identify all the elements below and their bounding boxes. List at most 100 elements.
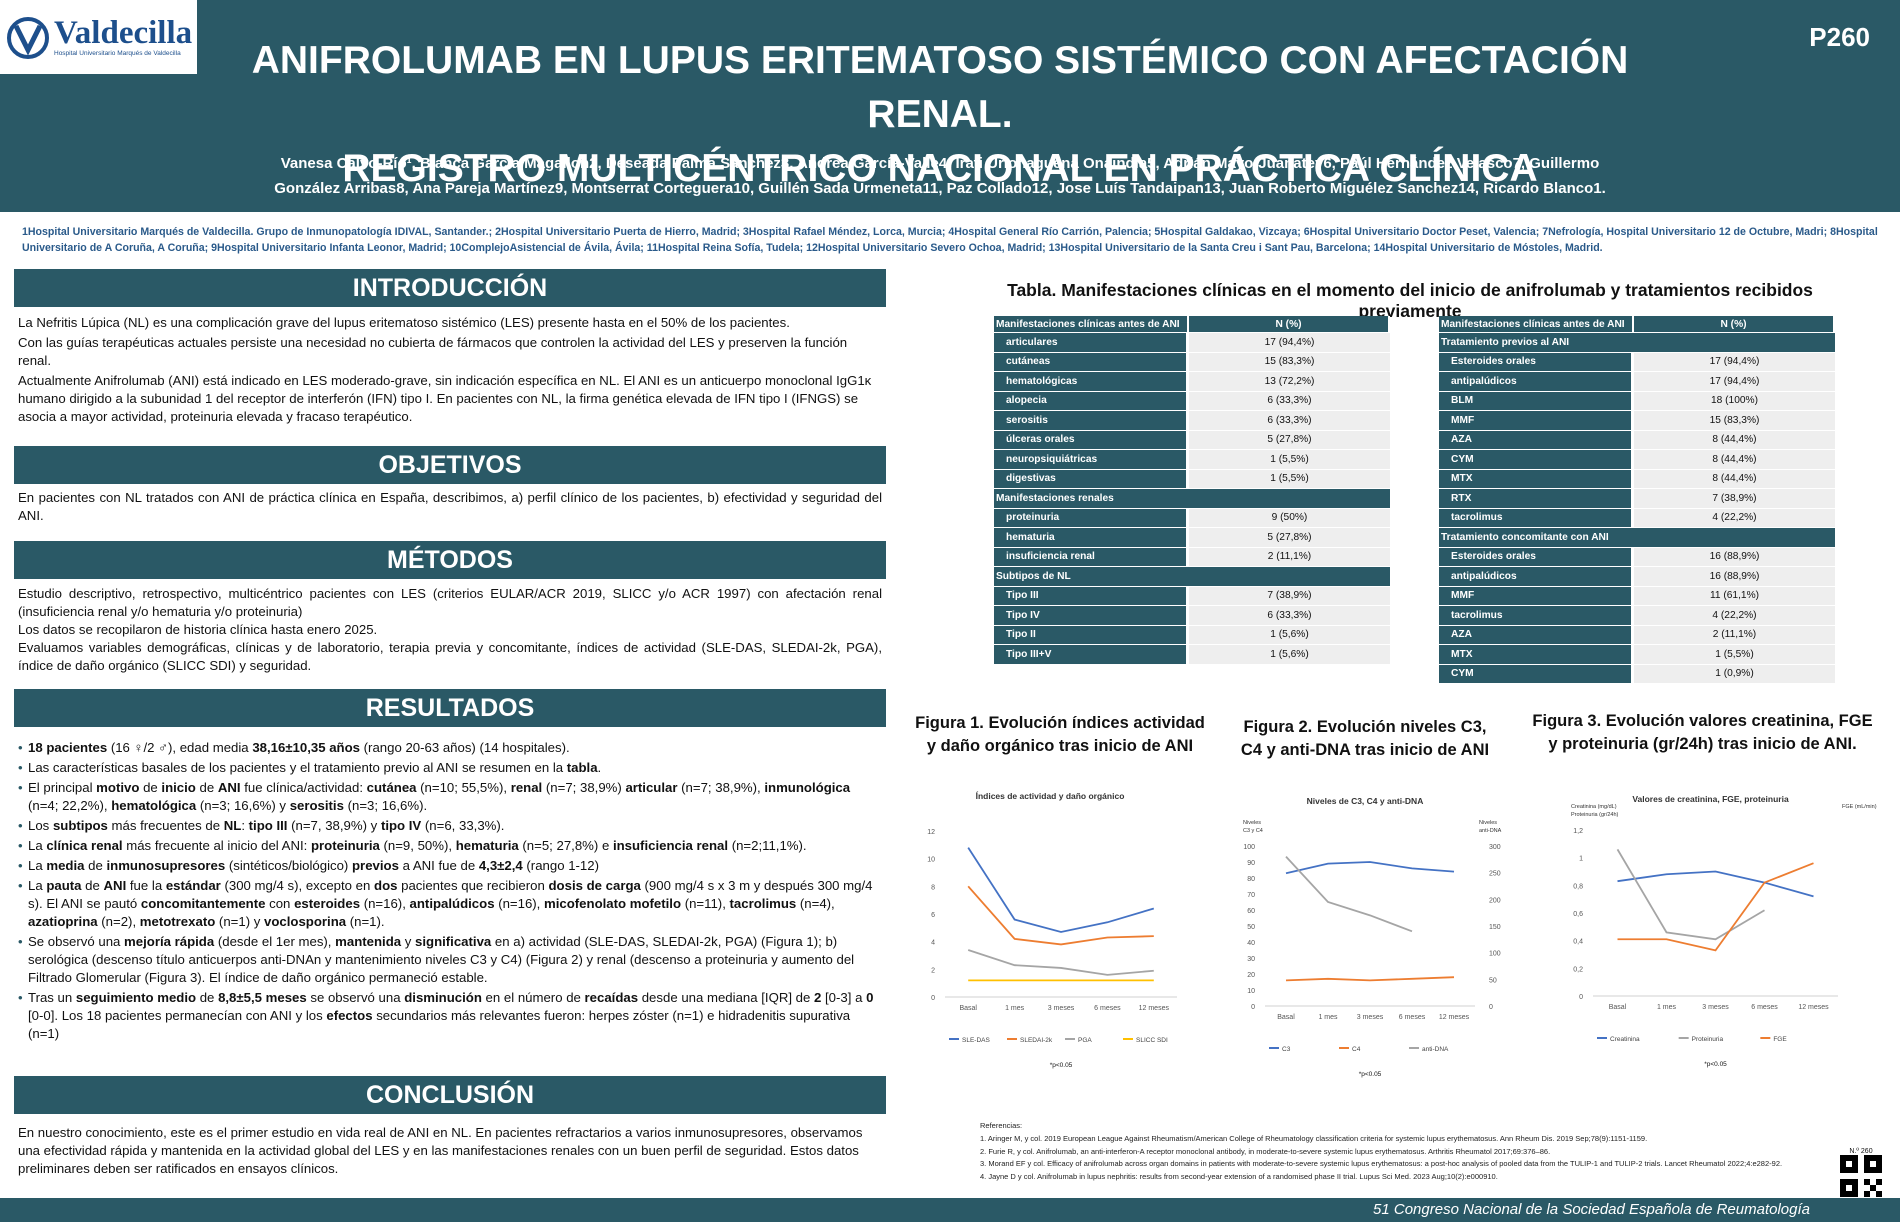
table-cell-value: 13 (72,2%): [1189, 372, 1390, 391]
x-tick-label: 3 meses: [1048, 1005, 1075, 1012]
table-cell-label: hematuria: [994, 528, 1189, 547]
y-tick-label: 0: [1579, 994, 1583, 1001]
table-row: Subtipos de NL: [994, 567, 1390, 586]
table-row: úlceras orales 5 (27,8%): [994, 430, 1390, 449]
y-tick-label: 1,2: [1573, 828, 1583, 835]
y-tick-label: 50: [1247, 924, 1255, 931]
intro-heading: INTRODUCCIÓN: [14, 269, 886, 307]
legend-label: SLICC SDI: [1136, 1037, 1168, 1044]
y-tick-label: 10: [1247, 988, 1255, 995]
table-cell-value: 1 (0,9%): [1634, 664, 1835, 683]
objetivos-paragraph: En pacientes con NL tratados con ANI de …: [18, 490, 882, 523]
table-row: proteinuria 9 (50%): [994, 508, 1390, 527]
result-item: La pauta de ANI fue la estándar (300 mg/…: [18, 877, 882, 931]
table-cell-label: Tipo III+V: [994, 645, 1189, 664]
table-cell-value: 7 (38,9%): [1189, 586, 1390, 605]
result-item: Tras un seguimiento medio de 8,8±5,5 mes…: [18, 989, 882, 1043]
y-tick-label: 12: [927, 829, 935, 836]
treatment-table: Manifestaciones clínicas antes de ANI N (…: [1439, 315, 1835, 684]
table-cell-label: digestivas: [994, 469, 1189, 488]
y-right-tick-label: 200: [1489, 897, 1501, 904]
table-cell-value: 6 (33,3%): [1189, 391, 1390, 410]
table-cell-label: MTX: [1439, 645, 1634, 664]
table-cell-label: CYM: [1439, 450, 1634, 469]
reference-item: 2. Furie R, y col. Anifrolumab, an anti-…: [980, 1146, 1551, 1156]
x-tick-label: 6 meses: [1399, 1014, 1426, 1021]
table-cell-label: Esteroides orales: [1439, 352, 1634, 371]
table-cell-value: 1 (5,5%): [1189, 450, 1390, 469]
table-cell-label: articulares: [994, 333, 1189, 352]
figure-1-title-line: y daño orgánico tras inicio de ANI: [926, 737, 1194, 755]
table-cell-value: 17 (94,4%): [1634, 352, 1835, 371]
figure-3-title-line: y proteinuria (gr/24h) tras inicio de AN…: [1548, 735, 1857, 753]
y-tick-label: 0,6: [1573, 911, 1583, 918]
table-row: neuropsiquiátricas 1 (5,5%): [994, 450, 1390, 469]
y-tick-label: 8: [931, 884, 935, 891]
table-cell-label: neuropsiquiátricas: [994, 450, 1189, 469]
result-item: La media de inmunosupresores (sintéticos…: [18, 857, 882, 875]
y-tick-label: 2: [931, 967, 935, 974]
result-item: Las características basales de los pacie…: [18, 759, 882, 777]
table-cell-label: RTX: [1439, 489, 1634, 508]
table-cell-value: 5 (27,8%): [1189, 430, 1390, 449]
table-cell-value: 8 (44,4%): [1634, 450, 1835, 469]
table-cell-label: BLM: [1439, 391, 1634, 410]
result-item: Se observó una mejoría rápida (desde el …: [18, 933, 882, 987]
y-tick-label: 0,2: [1573, 966, 1583, 973]
legend-label: FGE: [1773, 1036, 1787, 1043]
table-cell-label: proteinuria: [994, 508, 1189, 527]
y-tick-label: 0,8: [1573, 883, 1583, 890]
series-line-fge: [1617, 862, 1814, 952]
table-row: Esteroides orales 16 (88,9%): [1439, 547, 1835, 566]
table-cell-value: 11 (61,1%): [1634, 586, 1835, 605]
y-tick-label: 1: [1579, 856, 1583, 863]
x-tick-label: 12 meses: [1798, 1004, 1829, 1011]
table-cell-value: 17 (94,4%): [1189, 333, 1390, 352]
table-cell-value: 15 (83,3%): [1189, 352, 1390, 371]
table-row: tacrolimus 4 (22,2%): [1439, 606, 1835, 625]
reference-item: 3. Morand EF y col. Efficacy of anifrolu…: [980, 1159, 1783, 1169]
chart-annotation: *p<0.05: [1359, 1071, 1382, 1078]
figure-3-title-line: Figura 3. Evolución valores creatinina, …: [1532, 712, 1873, 730]
y-tick-label: 20: [1247, 972, 1255, 979]
table-cell-label: AZA: [1439, 430, 1634, 449]
chart-complement-anti-dna: Niveles de C3, C4 y anti-DNA 0 10 20 30 40 50 6…: [1243, 796, 1502, 1078]
series-line-creatinina: [1617, 870, 1814, 898]
table-cell-label: hematológicas: [994, 372, 1189, 391]
x-tick-label: 3 meses: [1357, 1014, 1384, 1021]
x-tick-label: 6 meses: [1094, 1005, 1121, 1012]
figure-2-title-line: C4 y anti-DNA tras inicio de ANI: [1240, 741, 1490, 759]
legend-label: C4: [1352, 1046, 1361, 1053]
table-cell-value: 16 (88,9%): [1634, 547, 1835, 566]
y-tick-label: 90: [1247, 860, 1255, 867]
references: Referencias: 1. Aringer M, y col. 2019 E…: [980, 1120, 1850, 1184]
chart-renal-values: Valores de creatinina, FGE, proteinuria 0…: [1571, 794, 1877, 1068]
intro-body: La Nefritis Lúpica (NL) es una complicac…: [18, 314, 882, 428]
table-row: Tipo IV 6 (33,3%): [994, 606, 1390, 625]
table-cell-value: 6 (33,3%): [1189, 606, 1390, 625]
table-row: serositis 6 (33,3%): [994, 411, 1390, 430]
y-axis-label: C3 y C4: [1243, 828, 1263, 834]
figure-3-title: Figura 3. Evolución valores creatinina, …: [1525, 710, 1880, 756]
chart-annotation: *p<0.05: [1050, 1062, 1073, 1069]
result-item: Los subtipos más frecuentes de NL: tipo …: [18, 817, 882, 835]
table-row: tacrolimus 4 (22,2%): [1439, 508, 1835, 527]
table-row: digestivas 1 (5,5%): [994, 469, 1390, 488]
table-row: BLM 18 (100%): [1439, 391, 1835, 410]
poster-number: P260: [1809, 22, 1870, 52]
x-tick-label: 1 mes: [1005, 1005, 1025, 1012]
table-row: Manifestaciones renales: [994, 489, 1390, 508]
table-cell-label: MMF: [1439, 586, 1634, 605]
qr-label: N.º 260: [1849, 1148, 1873, 1155]
table-row: Tipo II 1 (5,6%): [994, 625, 1390, 644]
table-row: Tratamiento previos al ANI: [1439, 333, 1835, 352]
y-tick-label: 100: [1243, 844, 1255, 851]
intro-paragraph: Con las guías terapéuticas actuales pers…: [18, 335, 848, 368]
table-row: Tipo III 7 (38,9%): [994, 586, 1390, 605]
table-cell-label: cutáneas: [994, 352, 1189, 371]
y-right-tick-label: 50: [1489, 977, 1497, 984]
table-group-label: Manifestaciones renales: [994, 489, 1189, 508]
table-cell-value: 16 (88,9%): [1634, 567, 1835, 586]
chart-annotation: *p<0.05: [1704, 1061, 1727, 1068]
